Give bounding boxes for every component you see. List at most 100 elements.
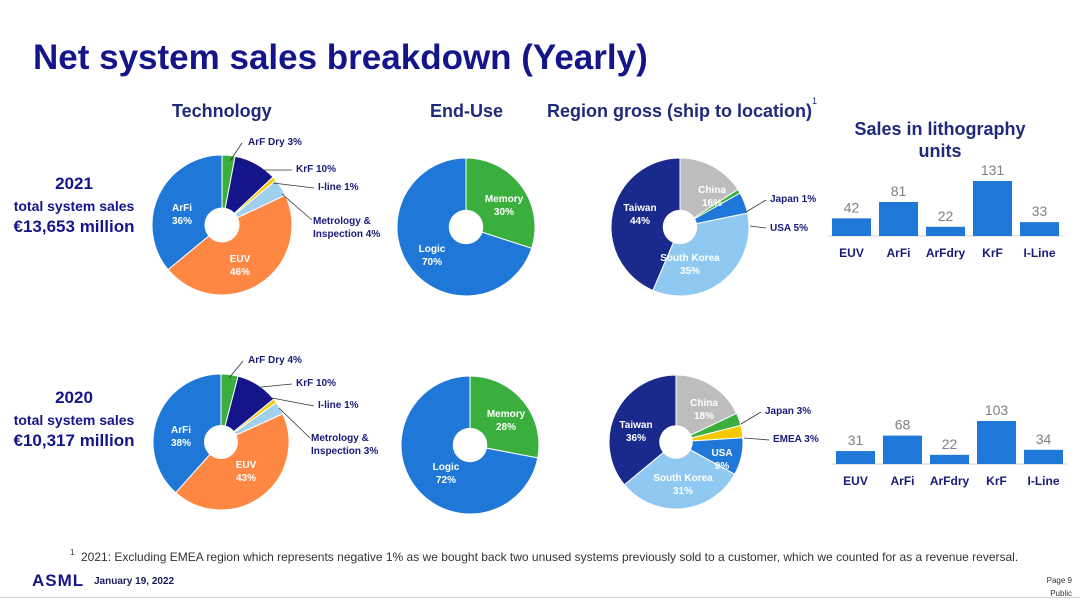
slice-euv-2020 [174, 413, 290, 511]
bar-chart-2021 [828, 181, 1063, 237]
leader-line-i-line-2020 [271, 397, 315, 407]
leader-line-usa-2021 [749, 225, 767, 229]
slice-china-2021 [679, 157, 739, 228]
slice-taiwan-2021 [610, 157, 681, 292]
bar-arfi-2021 [879, 201, 918, 236]
slice-taiwan-2020 [608, 374, 677, 486]
pct-usa-2020: 9% [715, 461, 730, 472]
pct-euv-2021: 46% [230, 267, 250, 278]
label-japan-2021: Japan 1% [770, 194, 816, 205]
pie-technology-2021 [151, 142, 315, 296]
bar-category-i-line-2020: I-Line [1028, 474, 1060, 488]
bar-category-arfdry-2021: ArFdry [926, 246, 966, 260]
pie-hole-technology-2020 [204, 425, 238, 459]
litho-heading-line2: units [918, 141, 962, 161]
label-memory-2021: Memory [485, 194, 524, 205]
slice-arfi-2021 [151, 154, 223, 271]
pie-region-2020 [608, 374, 770, 510]
page-title: Net system sales breakdown (Yearly) [33, 38, 648, 77]
label-south-korea-2020: South Korea [653, 473, 713, 484]
pie-end-use-2021 [396, 157, 536, 297]
leader-line-metrology-inspection-2020 [278, 407, 311, 439]
pct-logic-2020: 72% [436, 475, 456, 486]
slice-south-korea-2021 [652, 212, 750, 297]
pct-memory-2021: 30% [494, 207, 514, 218]
bar-category-i-line-2021: I-Line [1024, 246, 1056, 260]
label-euv-2021: EUV [230, 254, 251, 265]
bottom-rule [0, 597, 1080, 598]
bar-krf-2020 [977, 421, 1016, 464]
bar-arfi-2020 [883, 435, 922, 464]
bar-category-krf-2020: KrF [986, 474, 1007, 488]
label-south-korea-2021: South Korea [660, 253, 720, 264]
year-label-2021: 2021 [55, 174, 93, 193]
slice-china-2020 [675, 374, 738, 443]
bar-value-arfdry-2021: 22 [938, 208, 954, 224]
label-metrology-inspection-line2-2020: Inspection 3% [311, 446, 378, 457]
pie-hole-end-use-2021 [448, 209, 484, 245]
pie-hole-technology-2021 [204, 207, 240, 243]
pct-china-2020: 18% [694, 411, 714, 422]
region-heading-text: Region gross (ship to location) [547, 101, 812, 121]
pct-taiwan-2020: 36% [626, 433, 646, 444]
leader-line-arf-dry-2021 [229, 142, 243, 162]
label-arfi-2020: ArFi [171, 425, 191, 436]
bar-category-euv-2020: EUV [843, 474, 868, 488]
label-krf-2020: KrF 10% [296, 378, 336, 389]
leader-line-japan-2021 [745, 199, 767, 213]
label-i-line-2020: I-line 1% [318, 400, 359, 411]
technology-heading: Technology [172, 101, 272, 121]
label-usa-2020: USA [711, 448, 732, 459]
label-taiwan-2020: Taiwan [619, 420, 652, 431]
label-taiwan-2021: Taiwan [623, 203, 656, 214]
year-label-2020: 2020 [55, 388, 93, 407]
bar-category-euv-2021: EUV [839, 246, 864, 260]
bar-value-euv-2021: 42 [844, 199, 860, 215]
pct-logic-2021: 70% [422, 257, 442, 268]
classification: Public [1050, 589, 1072, 598]
bar-value-krf-2021: 131 [981, 162, 1005, 178]
pie-hole-end-use-2020 [452, 427, 488, 463]
bar-value-arfdry-2020: 22 [942, 436, 958, 452]
litho-heading-line1: Sales in lithography [854, 119, 1026, 139]
label-arfi-2021: ArFi [172, 203, 192, 214]
bar-euv-2020 [836, 451, 875, 464]
amount-2021: €13,653 million [13, 217, 135, 236]
label-metrology-inspection-line2-2021: Inspection 4% [313, 229, 380, 240]
bar-value-arfi-2021: 81 [891, 183, 907, 199]
bar-category-arfi-2020: ArFi [891, 474, 915, 488]
bar-arfdry-2021 [926, 226, 965, 236]
pct-china-2021: 16% [702, 198, 722, 209]
pct-taiwan-2021: 44% [630, 216, 650, 227]
leader-line-krf-2020 [260, 383, 293, 388]
label-memory-2020: Memory [487, 409, 526, 420]
leader-line-metrology-inspection-2021 [281, 193, 313, 221]
bar-value-i-line-2020: 34 [1036, 431, 1052, 447]
slice-arfi-2020 [152, 373, 222, 494]
label-arf-dry-2021: ArF Dry 3% [248, 137, 302, 148]
region-heading: Region gross (ship to location)1 [547, 96, 817, 122]
footer-page: Page 9 Public [1047, 576, 1072, 598]
pct-memory-2020: 28% [496, 422, 516, 433]
page-number: Page 9 [1046, 576, 1072, 585]
bar-krf-2021 [973, 181, 1012, 236]
footnote-marker: 1 [70, 548, 75, 557]
pie-hole-region-2021 [662, 209, 698, 245]
slice-euv-2021 [167, 194, 293, 296]
leader-line-japan-2020 [740, 411, 762, 425]
bar-i-line-2020 [1024, 449, 1063, 464]
pct-euv-2020: 43% [236, 473, 256, 484]
bar-i-line-2021 [1020, 222, 1059, 236]
bar-category-arfdry-2020: ArFdry [930, 474, 970, 488]
label-usa-2021: USA 5% [770, 223, 808, 234]
subtitle-2021: total system sales [13, 198, 135, 214]
label-arf-dry-2020: ArF Dry 4% [248, 355, 302, 366]
slice-south-korea-2020 [623, 441, 736, 510]
leader-line-i-line-2021 [272, 182, 315, 189]
slice-memory-2021 [465, 157, 536, 249]
label-china-2020: China [690, 398, 718, 409]
bar-arfdry-2020 [930, 454, 969, 464]
asml-logo: ASML [32, 571, 85, 590]
bar-value-arfi-2020: 68 [895, 417, 911, 433]
